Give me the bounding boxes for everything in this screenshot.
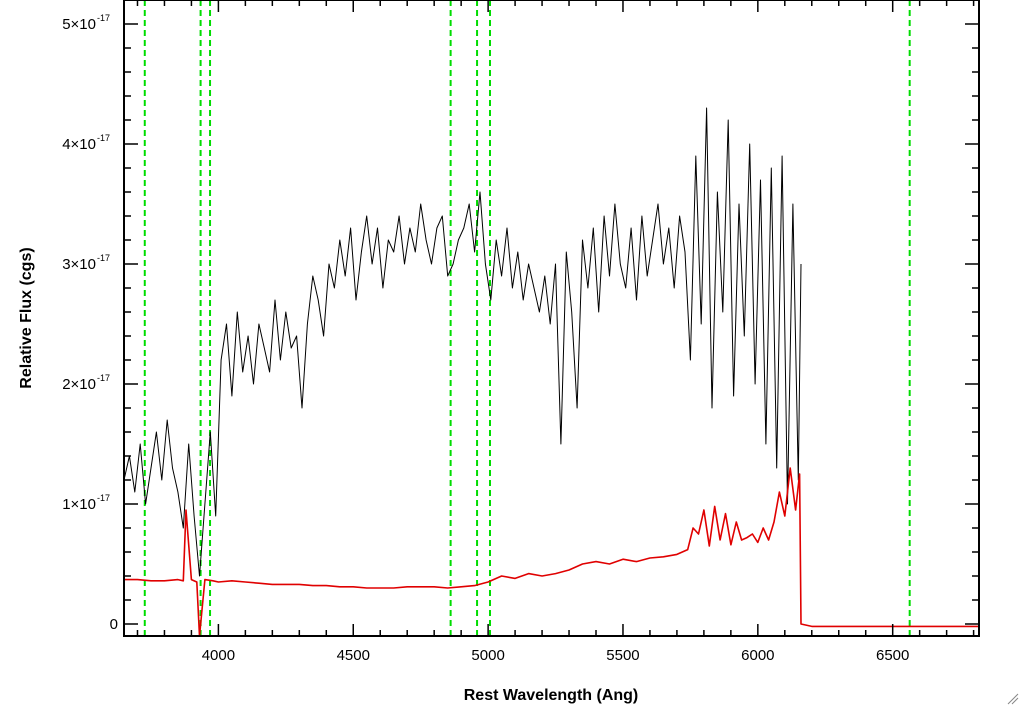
x-axis-title: Rest Wavelength (Ang) [464,687,639,704]
y-axis-title: Relative Flux (cgs) [18,247,35,388]
y-tick-label: 0 [110,616,118,633]
reference-lines [143,0,911,636]
y-tick-label: 3×10 [62,256,96,273]
series-line-black [123,107,802,577]
x-tick-labels: 4000 4500 5000 5500 6000 6500 [202,647,910,664]
y-tick-label: 5×10 [62,16,96,33]
x-tick-label: 5500 [606,647,639,664]
x-tick-label: 6000 [741,647,774,664]
resize-grip-icon[interactable] [1007,693,1019,705]
x-tick-label: 4500 [337,647,370,664]
y-tick-exponent: -17 [97,373,110,383]
y-tick-labels: 01×10 -172×10 -173×10 -174×10 -175×10 -17 [62,13,118,633]
y-tick-label: 2×10 [62,376,96,393]
axis-ticks [124,0,979,636]
y-tick-exponent: -17 [97,13,110,23]
plot-frame [123,0,980,637]
y-tick-exponent: -17 [97,493,110,503]
series-line-red [124,467,979,637]
series-layer [123,107,979,637]
y-tick-label: 1×10 [62,496,96,513]
x-tick-label: 5000 [471,647,504,664]
x-tick-label: 4000 [202,647,235,664]
y-tick-label: 4×10 [62,136,96,153]
y-tick-exponent: -17 [97,253,110,263]
y-tick-exponent: -17 [97,133,110,143]
x-tick-label: 6500 [876,647,909,664]
